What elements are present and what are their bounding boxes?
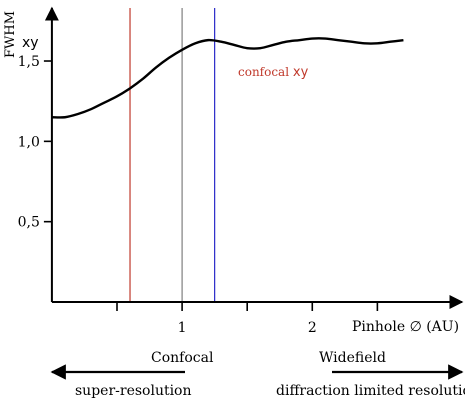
y-tick-label-1: 1,0 — [18, 134, 40, 150]
axis-ticks: 1 2 0,5 1,0 1,5 — [18, 54, 379, 336]
super-resolution-label: super-resolution — [75, 383, 192, 399]
series-label-confocal: confocal xy — [238, 65, 309, 80]
y-axis-label: FWHM — [3, 11, 18, 58]
y-axis-label-subscript: xy — [22, 35, 39, 51]
x-tick-label-0: 1 — [178, 320, 187, 336]
diffraction-limited-label: diffraction limited resolution — [276, 383, 465, 399]
confocal-label: Confocal — [151, 350, 214, 366]
widefield-label: Widefield — [319, 350, 386, 366]
series-label-confocal-subscript: xy — [293, 65, 309, 80]
y-tick-label-0: 0,5 — [18, 215, 40, 231]
series-label-confocal-text: confocal — [238, 65, 289, 79]
y-tick-label-2: 1,5 — [18, 54, 40, 70]
x-axis-label: Pinhole ∅ (AU) — [352, 319, 459, 335]
reference-lines — [129, 8, 216, 302]
x-tick-label-1: 2 — [308, 320, 317, 336]
series-line-confocal — [51, 37, 404, 119]
